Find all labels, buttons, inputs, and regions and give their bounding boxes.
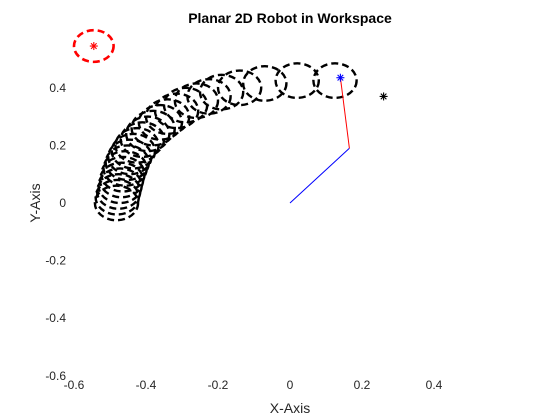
y-tick-label: -0.6 xyxy=(45,369,66,383)
x-tick-label: -0.2 xyxy=(208,378,229,392)
y-tick-label: -0.4 xyxy=(45,311,66,325)
y-axis-label: Y-Axis xyxy=(27,183,43,222)
trajectory-circle xyxy=(130,109,176,147)
trajectory-circle xyxy=(125,115,171,153)
x-axis-label: X-Axis xyxy=(270,400,310,416)
y-tick-label: 0.2 xyxy=(49,138,66,152)
obstacle-center-marker xyxy=(89,42,98,51)
trajectory-circle xyxy=(173,82,220,120)
trajectory-circle xyxy=(153,92,200,130)
y-tick-label: -0.2 xyxy=(45,254,66,268)
x-tick-label: 0.2 xyxy=(354,378,371,392)
plot-area xyxy=(72,28,388,222)
obstacle-circle xyxy=(72,28,115,64)
trajectory-circle xyxy=(198,73,245,111)
axes: -0.6 -0.4 -0.2 0 0.2 0.4 -0.6 -0.4 -0.2 0 0.2 0.4 xyxy=(45,81,442,392)
target-marker xyxy=(379,92,388,101)
x-tick-label: 0.4 xyxy=(426,378,443,392)
trajectory-circle xyxy=(137,103,184,141)
y-tick-label: 0.4 xyxy=(49,81,66,95)
trajectory-circle xyxy=(93,184,140,222)
trajectory-circle xyxy=(274,62,321,100)
chart-title: Planar 2D Robot in Workspace xyxy=(188,10,392,26)
trajectory-circle xyxy=(241,65,288,102)
target-marker-stroke xyxy=(380,93,387,100)
trajectory-circle xyxy=(114,126,160,164)
x-tick-label: 0 xyxy=(287,378,294,392)
y-tick-label: 0 xyxy=(59,196,66,210)
x-tick-label: -0.4 xyxy=(136,378,157,392)
end-effector-marker-stroke xyxy=(337,74,344,81)
trajectory-circle xyxy=(119,121,166,159)
obstacle-center-marker-stroke xyxy=(90,42,97,50)
trajectory-circle xyxy=(216,69,263,107)
trajectory-circle xyxy=(312,62,358,100)
link-1-line xyxy=(289,147,350,204)
trajectory-circle xyxy=(110,132,157,170)
link-2-line xyxy=(339,77,350,149)
end-effector-marker xyxy=(336,73,345,82)
x-tick-label: -0.6 xyxy=(64,378,85,392)
